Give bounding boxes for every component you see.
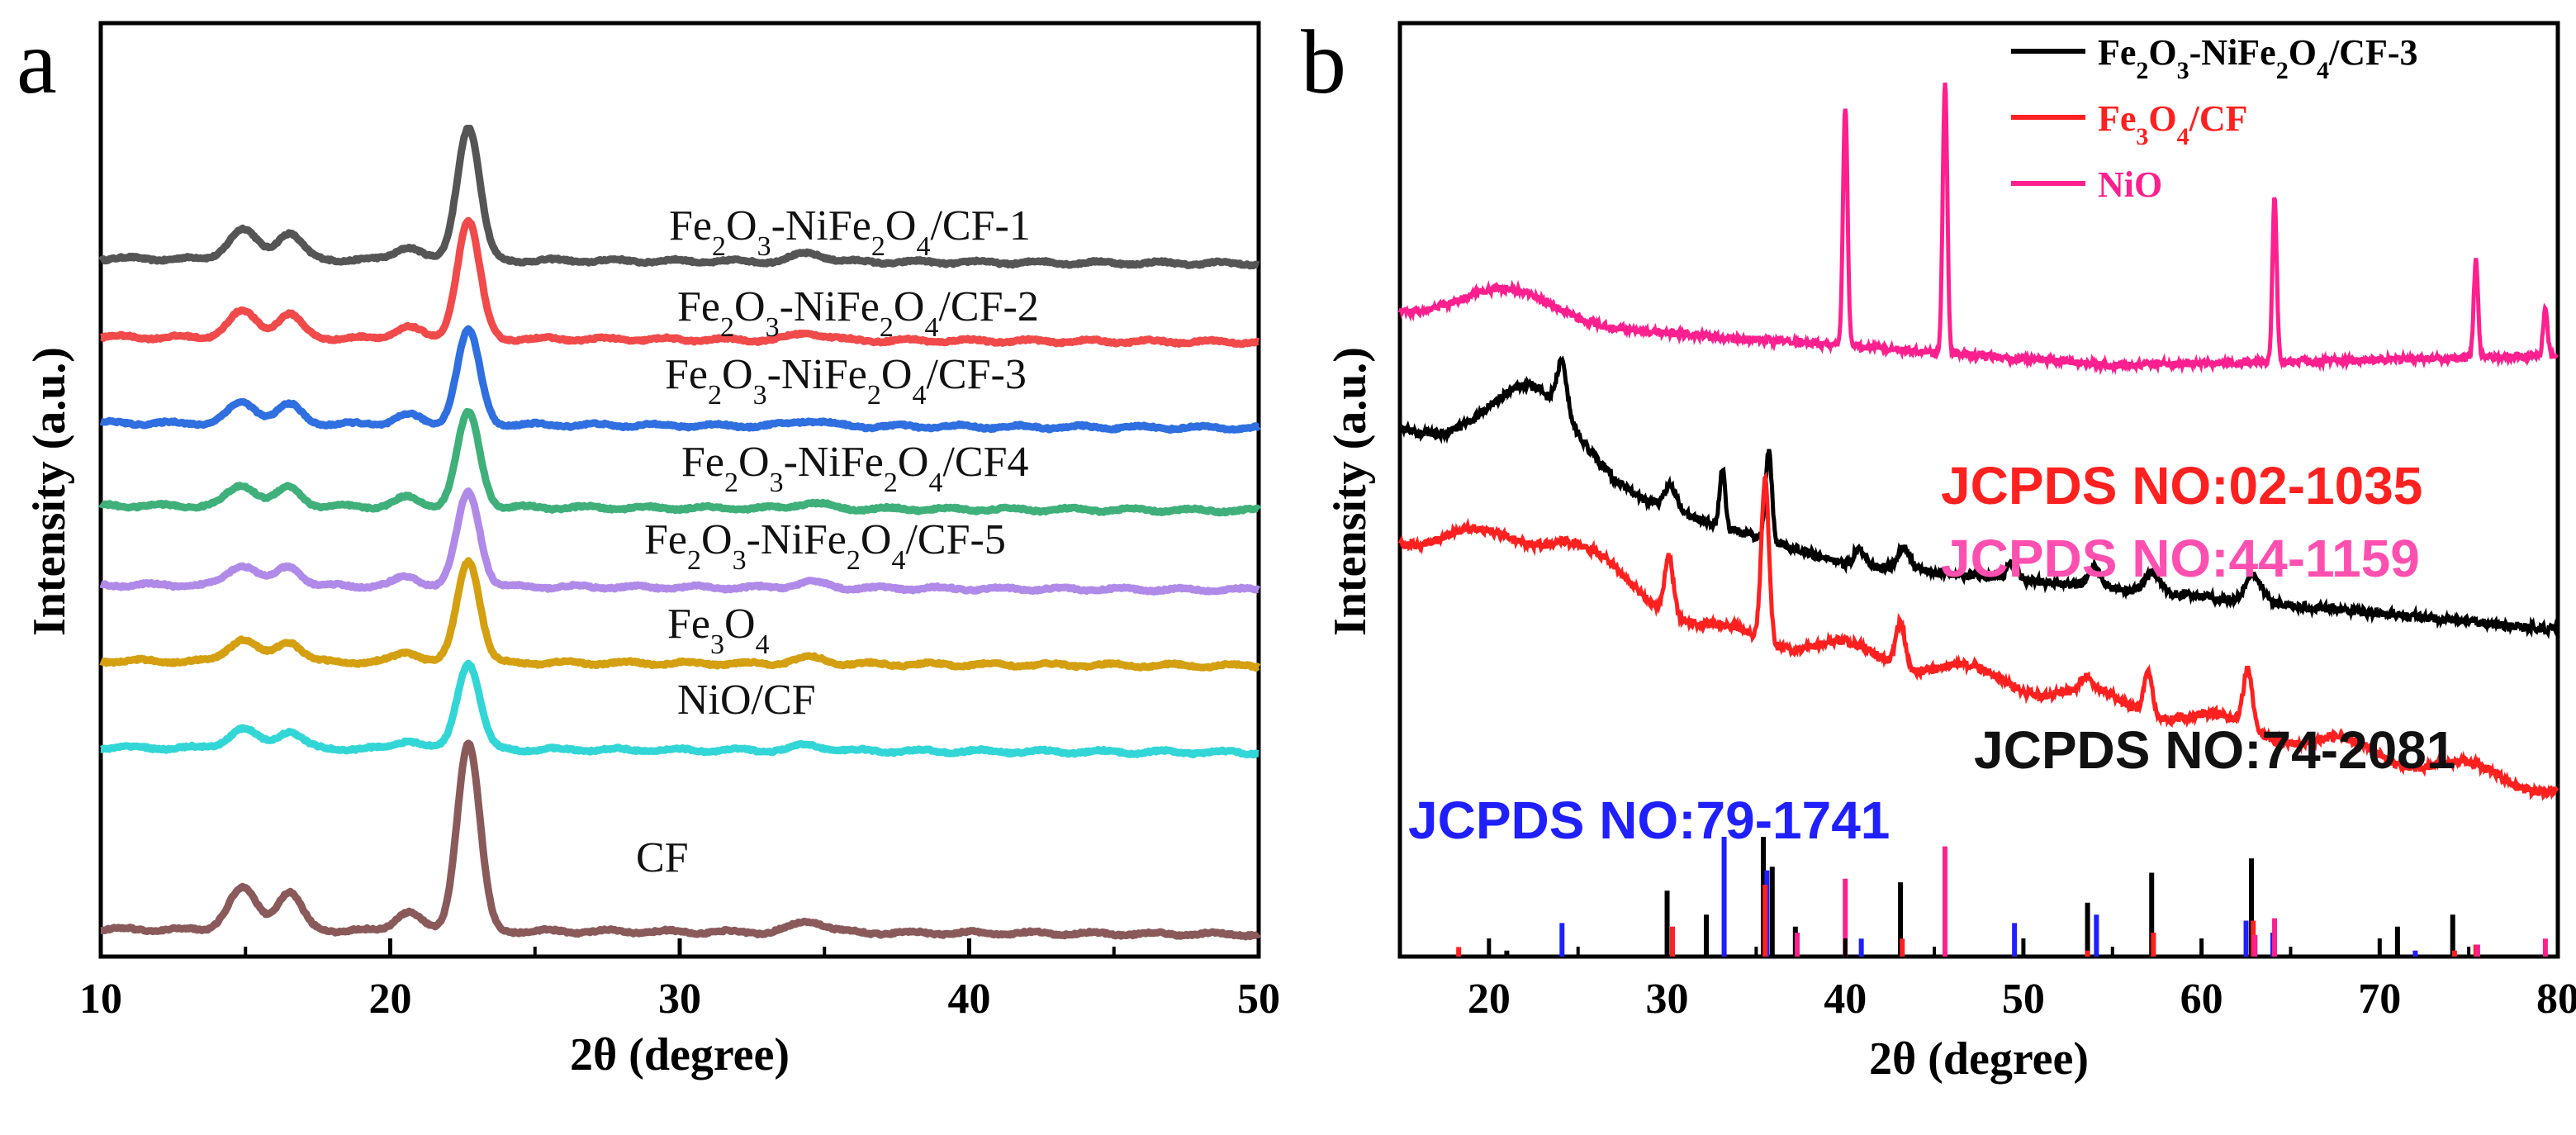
panel-b-frame — [1397, 21, 2560, 959]
panel-b: b 20 30 40 50 60 70 80 2θ (degree) Intensity (… — [1301, 12, 2576, 1085]
legend-text-cf3: Fe2O3-NiFe2O4/CF-3 — [2098, 32, 2417, 84]
annotation-jcpds-79-1741: JCPDS NO:79-1741 — [1408, 791, 1890, 850]
panel-b-legend: Fe2O3-NiFe2O4/CF-3 Fe3O4/CF NiO — [2011, 32, 2417, 205]
series-line-0 — [97, 125, 1261, 270]
panel-b-x-axis: 20 30 40 50 60 70 80 — [1468, 938, 2576, 1023]
panel-b-label: b — [1301, 12, 1346, 112]
legend-text-fe3o4: Fe3O4/CF — [2098, 98, 2248, 150]
series-line-3 — [98, 408, 1262, 517]
panel-b-series — [1397, 82, 2559, 801]
series-line-4 — [98, 487, 1261, 596]
x-tick-label-40: 40 — [1824, 976, 1867, 1023]
x-tick-label-40: 40 — [948, 976, 991, 1023]
label-nio-cf: NiO/CF — [677, 677, 816, 724]
label-cf4: Fe2O3-NiFe2O4/CF4 — [681, 439, 1029, 498]
panel-b-x-label: 2θ (degree) — [1869, 1033, 2089, 1085]
series-line-fe3o4 — [1397, 471, 2559, 801]
x-tick-label-30: 30 — [1646, 976, 1689, 1023]
panel-a-series — [97, 125, 1262, 941]
series-line-5 — [98, 557, 1261, 672]
label-fe3o4: Fe3O4 — [667, 601, 770, 660]
series-line-7 — [98, 739, 1262, 941]
x-tick-label-30: 30 — [658, 976, 701, 1023]
x-tick-label-60: 60 — [2180, 976, 2223, 1023]
label-cf-5: Fe2O3-NiFe2O4/CF-5 — [644, 516, 1006, 576]
x-tick-label-20: 20 — [369, 976, 412, 1023]
x-tick-label-70: 70 — [2358, 976, 2401, 1023]
panel-a-x-label: 2θ (degree) — [570, 1029, 790, 1080]
panel-a-x-axis: 10 20 30 40 50 — [79, 938, 1280, 1023]
legend-text-nio: NiO — [2098, 164, 2162, 205]
label-cf-1: Fe2O3-NiFe2O4/CF-1 — [669, 202, 1031, 262]
annotation-jcpds-74-2081: JCPDS NO:74-2081 — [1974, 720, 2455, 780]
annotation-jcpds-02-1035: JCPDS NO:02-1035 — [1941, 456, 2422, 515]
series-line-nio — [1397, 82, 2559, 376]
series-line-2 — [98, 325, 1261, 435]
x-tick-label-50: 50 — [2002, 976, 2045, 1023]
x-tick-label-50: 50 — [1237, 976, 1280, 1023]
series-line-cf3 — [1398, 355, 2559, 639]
series-line-1 — [98, 216, 1261, 349]
label-cf-2: Fe2O3-NiFe2O4/CF-2 — [677, 283, 1039, 343]
series-line-6 — [98, 659, 1261, 759]
panel-a-label: a — [17, 12, 57, 112]
panel-b-reference-lines — [1456, 837, 2548, 957]
panel-a: a 10 20 30 40 50 2θ (degree) Intensity (a.u.… — [17, 12, 1280, 1080]
label-cf-3: Fe2O3-NiFe2O4/CF-3 — [665, 351, 1027, 411]
x-tick-label-20: 20 — [1468, 976, 1511, 1023]
label-cf: CF — [636, 834, 689, 881]
panel-b-y-label: Intensity (a.u.) — [1325, 347, 1376, 636]
panel-a-y-label: Intensity (a.u.) — [24, 347, 75, 636]
x-tick-label-10: 10 — [79, 976, 122, 1023]
x-tick-label-80: 80 — [2536, 976, 2576, 1023]
annotation-jcpds-44-1159: JCPDS NO:44-1159 — [1941, 529, 2420, 588]
